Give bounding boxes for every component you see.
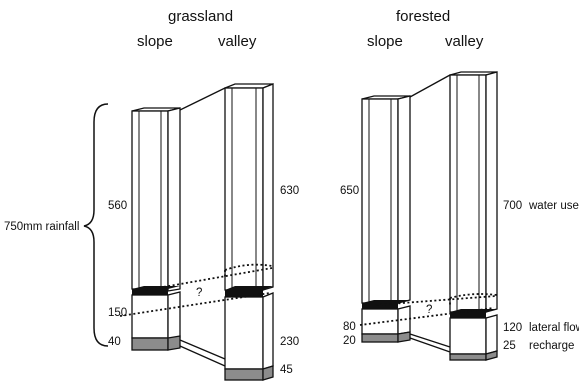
grassland-title: grassland (168, 8, 233, 25)
forested-unknown-mark: ? (426, 304, 432, 316)
grassland-valley-slab (225, 286, 273, 290)
grassland-slope-lateral-flow: 150 (108, 307, 127, 319)
grassland-unknown-mark: ? (196, 287, 202, 299)
grassland-slope-label: slope (137, 33, 173, 50)
rainfall-label: 750mm rainfall (4, 221, 79, 233)
forested-slope-recharge-value: 20 (343, 335, 356, 347)
grassland-panel: grassland slope valley 750mm rainfall (4, 8, 299, 381)
forested-lateral-flow (359, 293, 498, 326)
forested-slope-recharge (361, 333, 399, 343)
forested-valley-recharge (449, 353, 487, 361)
grassland-slope-water-use: 560 (108, 200, 127, 212)
forested-valley-lateral-flow: 120 (503, 322, 522, 334)
grassland-valley-water-use: 630 (280, 185, 299, 197)
forested-panel: forested slope valley (340, 8, 579, 361)
forested-slope-water-use: 650 (340, 185, 359, 197)
grassland-valley-recharge-value: 45 (280, 364, 293, 376)
forested-valley-recharge-value: 25 (503, 340, 516, 352)
rainfall-brace (83, 103, 109, 347)
forested-slope-label: slope (367, 33, 403, 50)
forested-valley-label: valley (445, 33, 484, 50)
forested-connector (409, 74, 451, 353)
grassland-valley-column (224, 83, 274, 381)
grassland-slope-recharge (131, 337, 169, 351)
forested-valley-column (449, 71, 498, 361)
grassland-valley-label: valley (218, 33, 257, 50)
forested-slope-column (361, 95, 411, 343)
grassland-slope-column (131, 107, 181, 351)
legend-water-use: water use (528, 200, 579, 212)
grassland-valley-recharge (224, 368, 264, 381)
grassland-valley-lateral-flow: 230 (280, 336, 299, 348)
forested-slope-lateral-flow: 80 (343, 321, 356, 333)
forested-title: forested (396, 8, 450, 25)
legend-recharge: recharge (529, 340, 574, 352)
grassland-lateral-flow (119, 263, 273, 317)
forested-valley-water-use: 700 (503, 200, 522, 212)
legend-lateral-flow: lateral flow (529, 322, 579, 334)
forested-slope-slab (362, 300, 410, 303)
grassland-connector (179, 87, 226, 367)
grassland-slope-recharge-value: 40 (108, 336, 121, 348)
